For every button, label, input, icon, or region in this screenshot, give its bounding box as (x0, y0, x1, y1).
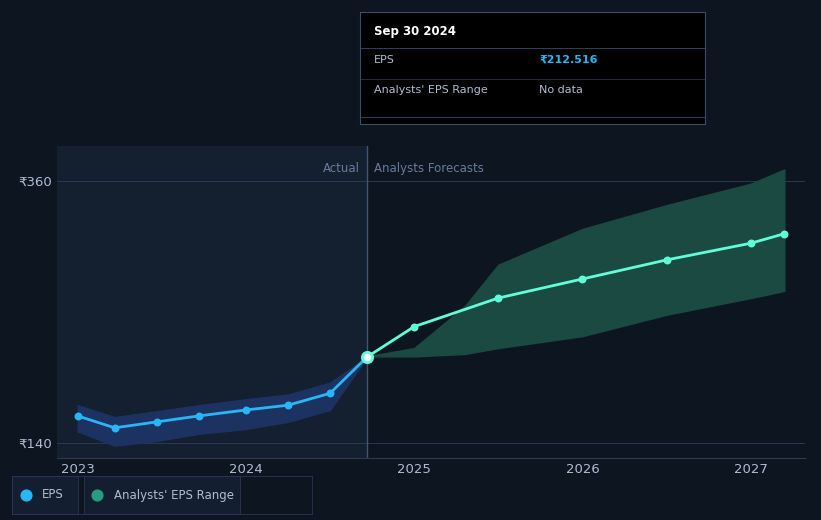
Point (660, 256, 673, 264)
Text: Actual: Actual (323, 162, 360, 175)
Point (492, 294, 505, 302)
Text: No data: No data (539, 85, 583, 95)
Text: Analysts' EPS Range: Analysts' EPS Range (374, 85, 488, 95)
Point (408, 322, 421, 331)
Bar (84, 476, 240, 514)
Point (777, 229, 791, 238)
Text: Sep 30 2024: Sep 30 2024 (374, 25, 456, 38)
Point (576, 275, 589, 283)
Point (150, 418, 163, 426)
Point (19, 491, 32, 499)
Bar (12, 476, 78, 514)
Point (744, 239, 757, 248)
Point (91, 491, 104, 499)
Point (360, 353, 374, 361)
Text: EPS: EPS (42, 488, 64, 501)
Point (108, 424, 122, 432)
Point (240, 406, 253, 414)
Point (282, 401, 295, 409)
Point (360, 353, 374, 361)
Text: Analysts' EPS Range: Analysts' EPS Range (114, 488, 234, 501)
Point (71, 412, 85, 420)
Text: Analysts Forecasts: Analysts Forecasts (374, 162, 484, 175)
Point (192, 412, 205, 420)
Bar (57, 146, 367, 458)
Text: ₹212.516: ₹212.516 (539, 55, 598, 64)
Point (323, 389, 337, 397)
Text: EPS: EPS (374, 55, 395, 64)
